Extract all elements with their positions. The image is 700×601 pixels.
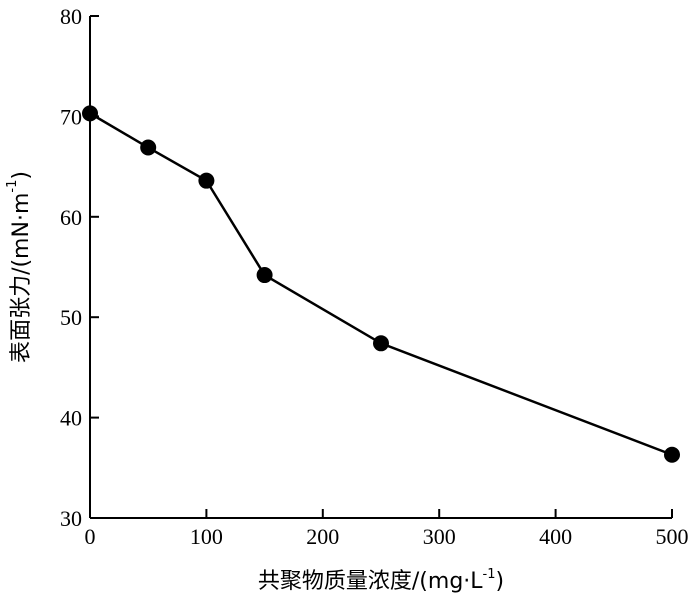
x-tick-label: 400 bbox=[539, 524, 572, 549]
data-point bbox=[140, 139, 157, 156]
y-tick-label: 30 bbox=[60, 506, 82, 531]
data-point bbox=[256, 267, 273, 284]
y-axis-title-superscript: -1 bbox=[5, 180, 20, 193]
x-axis-title: 共聚物质量浓度/(mg·L-1) bbox=[258, 567, 504, 594]
y-tick-label: 50 bbox=[60, 305, 82, 330]
x-tick-label: 100 bbox=[190, 524, 223, 549]
data-point bbox=[82, 105, 98, 122]
series bbox=[82, 105, 680, 463]
x-axis-title-close: ) bbox=[496, 569, 505, 594]
x-tick-label: 300 bbox=[423, 524, 456, 549]
x-ticks: 0 100 200 300 400 500 bbox=[85, 509, 689, 549]
series-line bbox=[89, 112, 673, 456]
axes bbox=[89, 16, 672, 519]
y-tick-label: 60 bbox=[60, 205, 82, 230]
data-point bbox=[373, 335, 389, 352]
data-point bbox=[198, 172, 215, 189]
y-axis-title: 表面张力/(mN·m-1) bbox=[5, 171, 35, 363]
x-axis-title-main: 共聚物质量浓度/(mg·L bbox=[258, 569, 483, 594]
x-tick-label: 200 bbox=[306, 524, 339, 549]
y-axis-title-main: 表面张力/(mN·m bbox=[9, 193, 34, 363]
y-ticks: 30 40 50 60 70 80 bbox=[60, 4, 99, 531]
data-point bbox=[664, 446, 680, 463]
y-tick-label: 40 bbox=[60, 406, 82, 431]
y-axis-title-close: ) bbox=[9, 171, 34, 180]
x-axis-title-superscript: -1 bbox=[483, 567, 496, 582]
y-tick-label: 70 bbox=[60, 104, 82, 129]
x-tick-label: 0 bbox=[85, 524, 96, 549]
y-tick-label: 80 bbox=[60, 4, 82, 29]
x-tick-label: 500 bbox=[656, 524, 689, 549]
